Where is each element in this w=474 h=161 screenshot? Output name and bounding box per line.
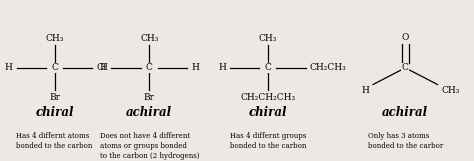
Text: O: O [401, 33, 409, 42]
Text: Does not have 4 different
atoms or groups bonded
to the carbon (2 hydrogens): Does not have 4 different atoms or group… [100, 132, 199, 160]
Text: chiral: chiral [248, 106, 287, 119]
Text: H: H [191, 63, 199, 72]
Text: Br: Br [144, 93, 155, 102]
Text: achiral: achiral [382, 106, 428, 119]
Text: C: C [402, 63, 409, 72]
Text: C: C [146, 63, 153, 72]
Text: H: H [5, 63, 13, 72]
Text: H: H [361, 86, 369, 95]
Text: H: H [100, 63, 108, 72]
Text: CH₃: CH₃ [441, 86, 460, 95]
Text: C: C [51, 63, 58, 72]
Text: Has 4 differnt groups
bonded to the carbon: Has 4 differnt groups bonded to the carb… [229, 132, 306, 150]
Text: H: H [218, 63, 226, 72]
Text: Has 4 differnt atoms
bonded to the carbon: Has 4 differnt atoms bonded to the carbo… [16, 132, 93, 150]
Text: CH₂CH₃: CH₂CH₃ [310, 63, 346, 72]
Text: Cl: Cl [96, 63, 106, 72]
Text: Only has 3 atoms
bonded to the carbor: Only has 3 atoms bonded to the carbor [368, 132, 443, 150]
Text: CH₂CH₂CH₃: CH₂CH₂CH₃ [240, 93, 295, 102]
Text: CH₃: CH₃ [46, 34, 64, 43]
Text: CH₃: CH₃ [259, 34, 277, 43]
Text: chiral: chiral [35, 106, 74, 119]
Text: C: C [264, 63, 271, 72]
Text: CH₃: CH₃ [140, 34, 158, 43]
Text: Br: Br [49, 93, 60, 102]
Text: achiral: achiral [126, 106, 173, 119]
